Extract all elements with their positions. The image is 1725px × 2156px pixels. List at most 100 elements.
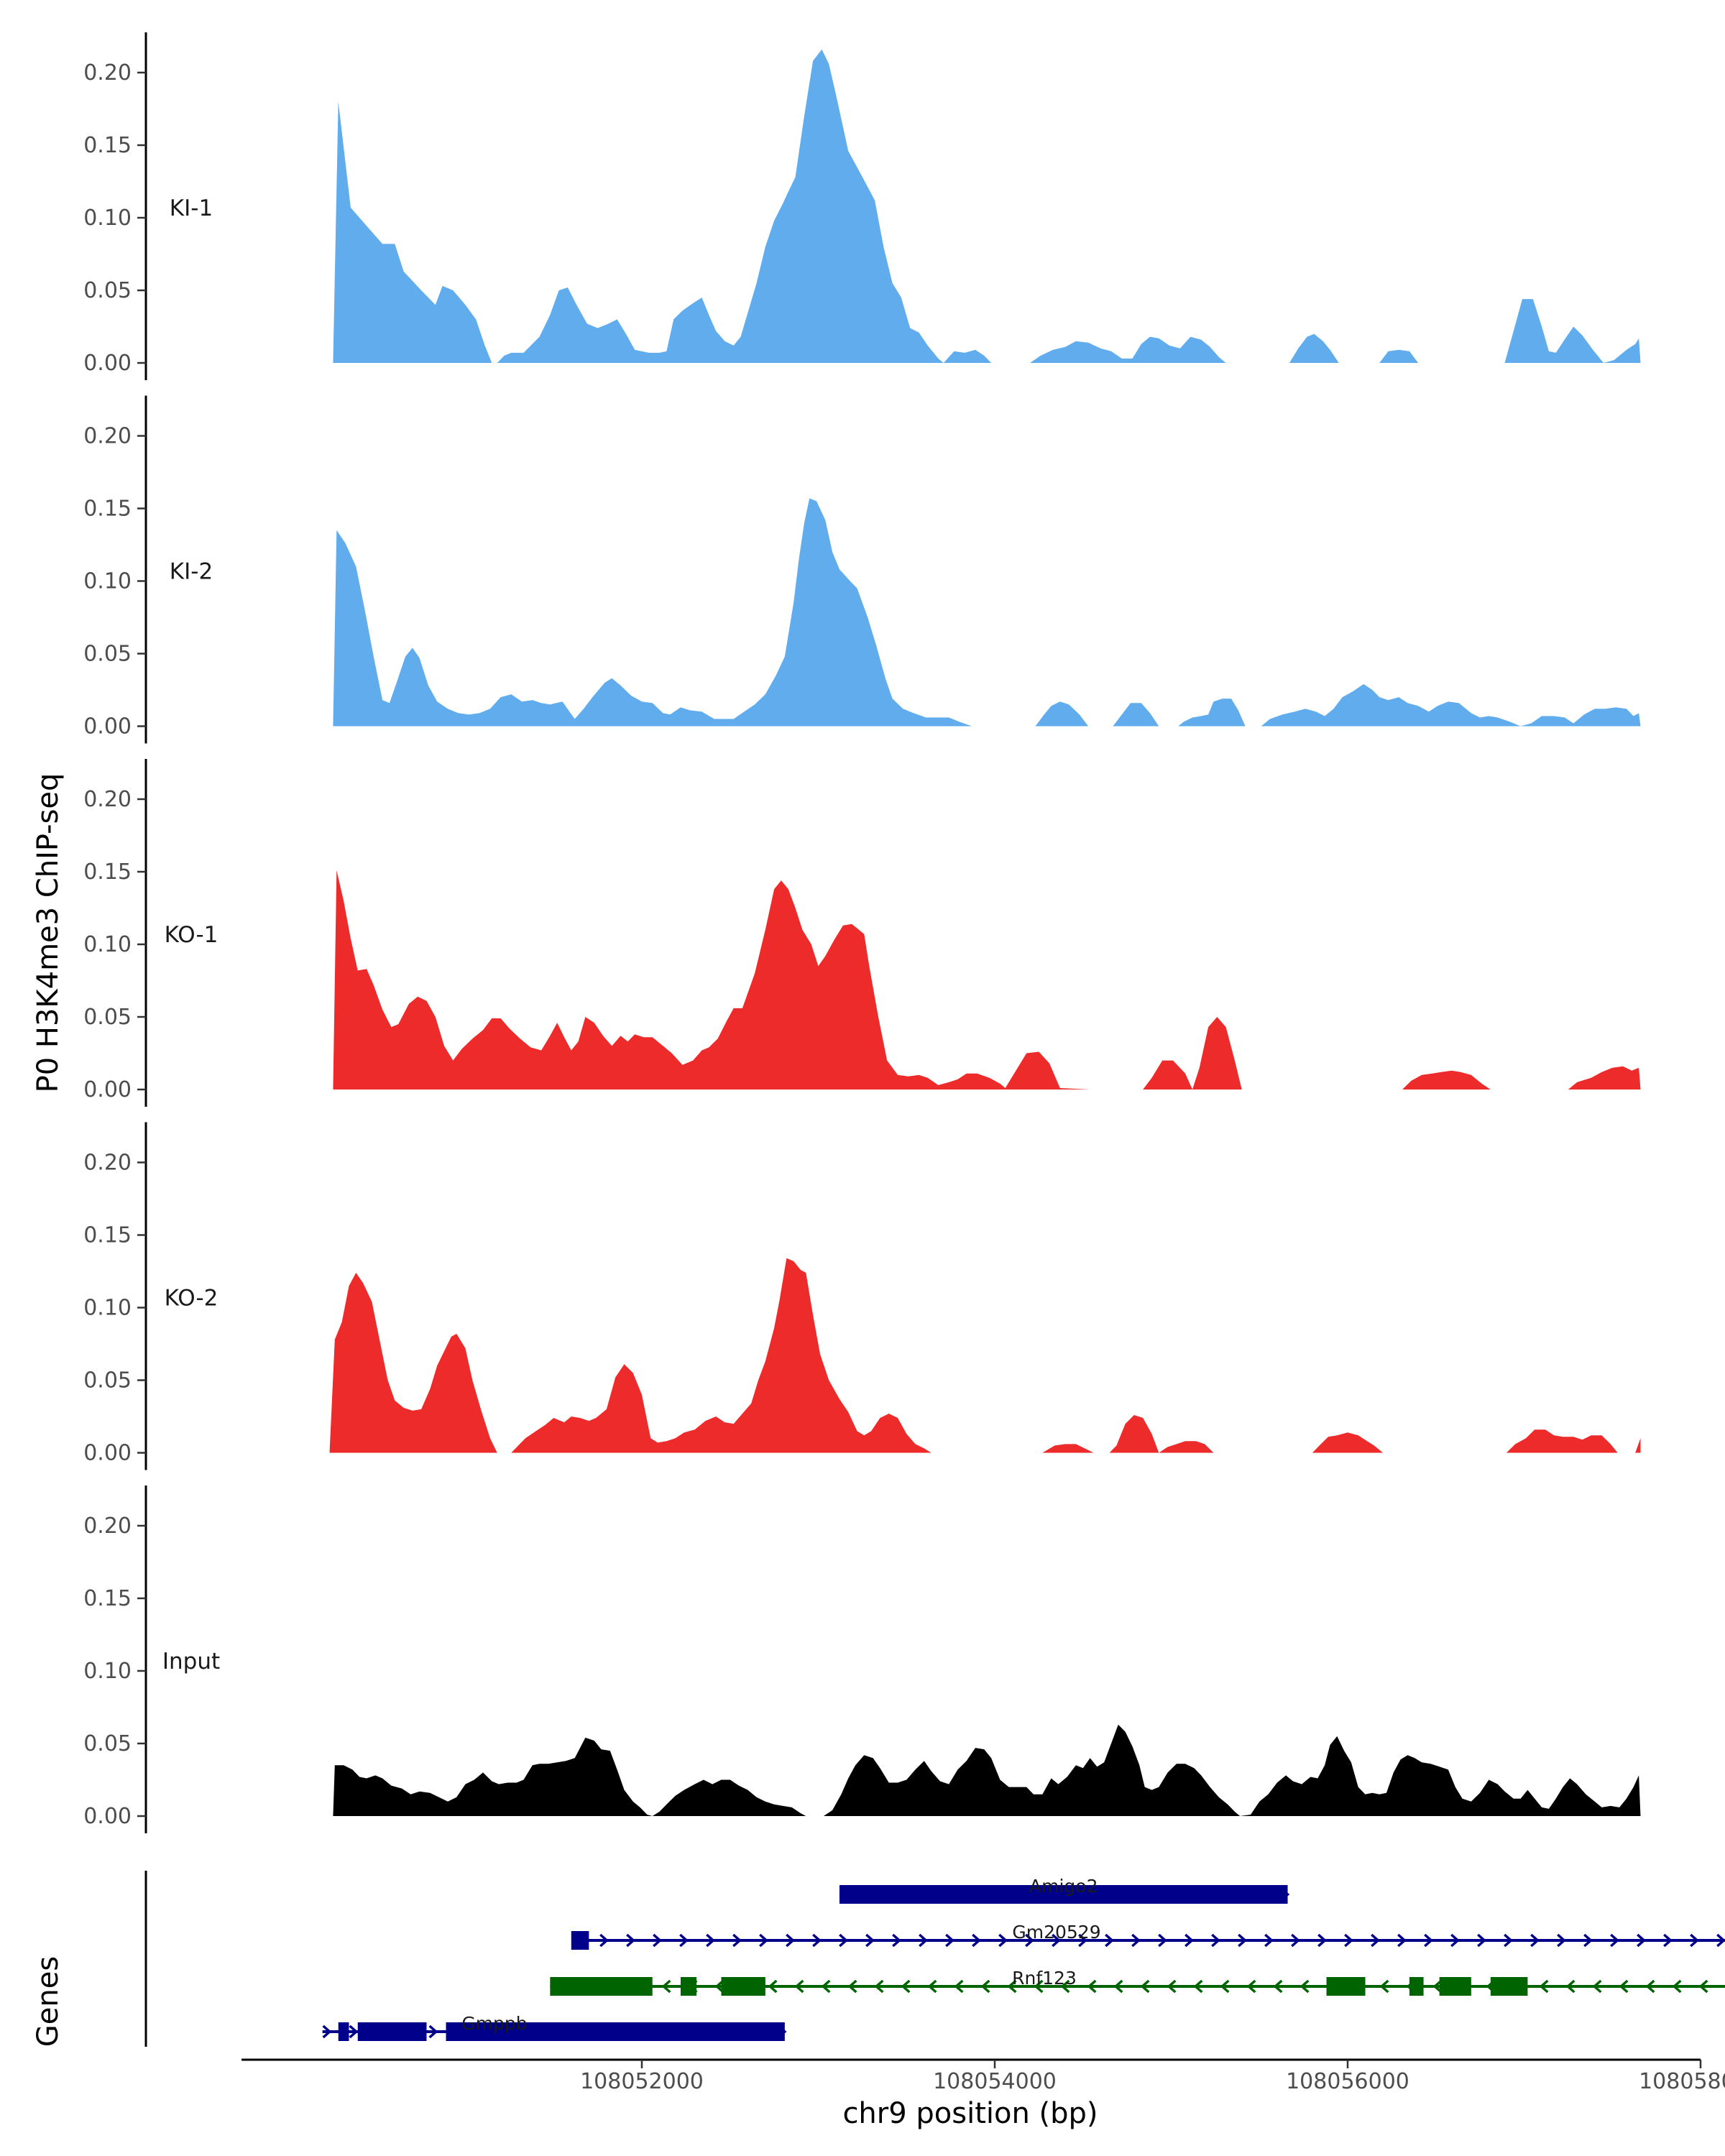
gene-panel: Amigo2 Gm20529 Rnf123 Gmppb [144,1871,1725,2047]
strand-chevron [1105,1933,1114,1948]
strand-chevron [1619,1979,1629,1994]
strand-chevron [1052,1933,1061,1948]
coverage-area [333,49,1641,363]
strand-chevron [1530,1933,1540,1948]
gene-exon [357,2022,427,2041]
gene-exon [1490,1977,1528,1996]
strand-chevron [599,1933,609,1948]
strand-chevron [322,2024,332,2039]
y-tick-label: 0.00 [83,1077,132,1102]
gene-exon [1326,1977,1366,1996]
strand-chevron [998,1933,1008,1948]
coverage-area [329,1258,1641,1453]
x-tick-label: 108056000 [1286,2069,1409,2094]
strand-chevron [972,1933,981,1948]
y-tick-label: 0.05 [83,1731,132,1756]
strand-chevron [1087,1979,1097,1994]
strand-chevron [1078,1933,1087,1948]
y-tick-label: 0.00 [83,351,132,376]
y-tick-label: 0.05 [83,642,132,667]
strand-chevron [1025,1933,1034,1948]
y-tick-label: 0.20 [83,1514,132,1539]
strand-chevron [1672,1979,1682,1994]
y-tick-label: 0.05 [83,278,132,303]
strand-chevron [1539,1979,1549,1994]
strand-chevron [821,1979,831,1994]
y-tick-label: 0.15 [83,1223,132,1248]
track-label: Input [162,1649,220,1674]
y-tick-label: 0.20 [83,787,132,812]
gene-label: Rnf123 [1012,1968,1077,1989]
strand-chevron [1477,1933,1486,1948]
strand-chevron [1557,1933,1566,1948]
strand-chevron [1344,1933,1353,1948]
strand-chevron [1397,1933,1407,1948]
x-axis: 108052000 108054000 108056000 108058000 [242,2058,1725,2094]
strand-chevron [1504,1933,1513,1948]
strand-chevron [1007,1979,1017,1994]
track-input: 0.00 0.05 0.10 0.15 0.20 Input [83,1485,1641,1833]
strand-chevron [1273,1979,1283,1994]
strand-chevron [732,1933,742,1948]
gene-exon [338,2022,349,2041]
gene-label: Gmppb [461,2013,527,2034]
strand-chevron [1424,1933,1433,1948]
strand-chevron [1379,1979,1389,1994]
coverage-tracks: 0.00 0.05 0.10 0.15 0.20 KI-1 0.00 0.05 0.10 0.15… [83,32,1641,1833]
y-tick-label: 0.20 [83,1151,132,1176]
strand-chevron [1167,1979,1177,1994]
strand-chevron [919,1933,928,1948]
strand-chevron [1663,1933,1673,1948]
strand-chevron [1583,1933,1593,1948]
strand-chevron [812,1933,822,1948]
strand-chevron [794,1979,804,1994]
strand-chevron [927,1979,937,1994]
strand-chevron [759,1933,768,1948]
strand-chevron [954,1979,964,1994]
gene-exon [839,1885,1288,1904]
strand-chevron [706,1933,715,1948]
gene-exon [571,1931,589,1950]
track-label: KI-2 [170,558,213,584]
track-ko-2: 0.00 0.05 0.10 0.15 0.20 KO-2 [83,1122,1641,1470]
strand-chevron [1184,1933,1194,1948]
track-label: KO-1 [165,922,218,948]
track-ko-1: 0.00 0.05 0.10 0.15 0.20 KO-1 [83,759,1641,1107]
strand-chevron [1716,1933,1725,1948]
strand-chevron [768,1979,778,1994]
strand-chevron [1034,1979,1044,1994]
gene-panel-title: Genes [32,1956,65,2047]
strand-chevron [945,1933,954,1948]
y-tick-label: 0.20 [83,60,132,86]
y-tick-label: 0.10 [83,206,132,231]
strand-chevron [1432,1979,1443,1994]
strand-chevron [1211,1933,1220,1948]
strand-chevron [714,1979,724,1994]
track-ki-1: 0.00 0.05 0.10 0.15 0.20 KI-1 [83,32,1641,380]
track-label: KO-2 [165,1285,218,1311]
y-tick-label: 0.00 [83,1804,132,1829]
y-tick-label: 0.00 [83,1441,132,1466]
gene-label: Gm20529 [1012,1922,1100,1943]
strand-chevron [1645,1979,1655,1994]
y-axis-title: P0 H3K4me3 ChIP-seq [32,773,65,1093]
strand-chevron [1690,1933,1699,1948]
gene-exon [1439,1977,1471,1996]
y-tick-label: 0.05 [83,1368,132,1393]
strand-chevron [1371,1933,1380,1948]
strand-chevron [1220,1979,1230,1994]
y-tick-label: 0.05 [83,1005,132,1030]
strand-chevron [874,1979,884,1994]
gene-amigo2: Amigo2 [839,1876,1290,1904]
y-tick-label: 0.10 [83,932,132,957]
strand-chevron [847,1979,857,1994]
strand-chevron [901,1979,911,1994]
coverage-area [333,1724,1641,1816]
strand-chevron [892,1933,901,1948]
track-ki-2: 0.00 0.05 0.10 0.15 0.20 KI-2 [83,395,1641,744]
strand-chevron [1158,1933,1167,1948]
gene-exon [681,1977,697,1996]
y-tick-label: 0.15 [83,1586,132,1611]
x-axis-title: chr9 position (bp) [842,2097,1098,2130]
